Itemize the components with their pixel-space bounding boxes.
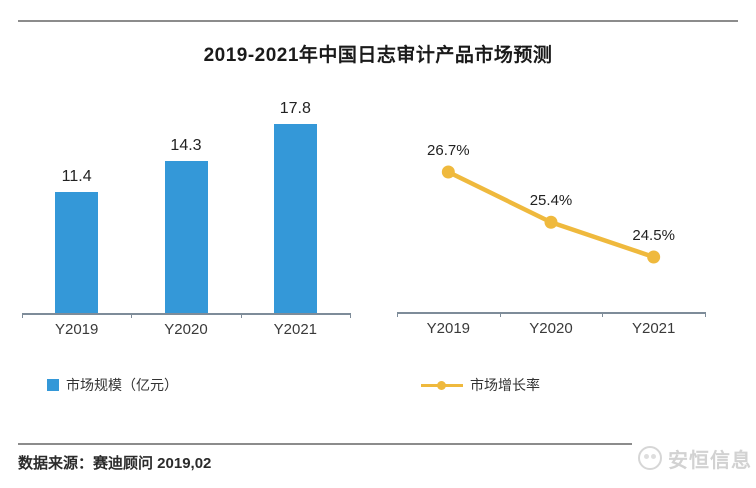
line-axis-tick bbox=[705, 312, 706, 317]
anheng-logo-text: 安恒信息 bbox=[668, 449, 752, 472]
bar-chart-x-axis bbox=[22, 313, 350, 315]
anheng-logo: 安恒信息 bbox=[632, 440, 752, 476]
bar-axis-tick bbox=[131, 313, 133, 318]
line-axis-tick bbox=[499, 312, 501, 317]
line-legend-marker-icon bbox=[421, 380, 463, 390]
anheng-logo-icon bbox=[638, 446, 662, 470]
line-legend-label: 市场增长率 bbox=[470, 377, 540, 393]
bar-legend-swatch-icon bbox=[47, 379, 59, 391]
top-divider bbox=[18, 20, 738, 22]
line-value-label: 25.4% bbox=[529, 192, 573, 210]
bar-y2021 bbox=[273, 124, 317, 313]
line-point-y2020 bbox=[544, 215, 558, 229]
line-point-y2021 bbox=[647, 250, 661, 264]
chart-title: 2019-2021年中国日志审计产品市场预测 bbox=[203, 45, 553, 66]
bar-legend-label: 市场规模（亿元） bbox=[66, 377, 178, 393]
line-axis-tick bbox=[397, 312, 398, 317]
line-value-label: 24.5% bbox=[632, 227, 675, 244]
bar-value-label: 11.4 bbox=[61, 168, 92, 186]
x-axis-label-y2019: Y2019 bbox=[54, 321, 99, 338]
line-value-label: 26.7% bbox=[427, 142, 470, 159]
x-axis-label-y2019: Y2019 bbox=[426, 320, 471, 337]
bar-value-label: 14.3 bbox=[170, 137, 202, 155]
bar-y2019 bbox=[55, 192, 99, 313]
bar-axis-tick bbox=[240, 313, 242, 318]
x-axis-label-y2021: Y2021 bbox=[631, 320, 676, 337]
bar-axis-tick bbox=[350, 313, 351, 318]
bar-legend: 市场规模（亿元） bbox=[47, 375, 178, 395]
line-point-y2019 bbox=[441, 165, 455, 179]
bar-axis-tick bbox=[22, 313, 23, 318]
data-source-text: 数据来源：赛迪顾问 2019,02 bbox=[18, 455, 212, 472]
bar-y2020 bbox=[164, 161, 208, 313]
x-axis-label-y2021: Y2021 bbox=[273, 321, 317, 338]
line-legend: 市场增长率 bbox=[421, 375, 540, 395]
x-axis-label-y2020: Y2020 bbox=[164, 321, 208, 338]
line-axis-tick bbox=[602, 312, 604, 317]
bottom-divider bbox=[18, 443, 740, 445]
x-axis-label-y2020: Y2020 bbox=[529, 320, 573, 337]
line-chart-x-axis bbox=[397, 312, 705, 314]
bar-value-label: 17.8 bbox=[279, 100, 311, 118]
